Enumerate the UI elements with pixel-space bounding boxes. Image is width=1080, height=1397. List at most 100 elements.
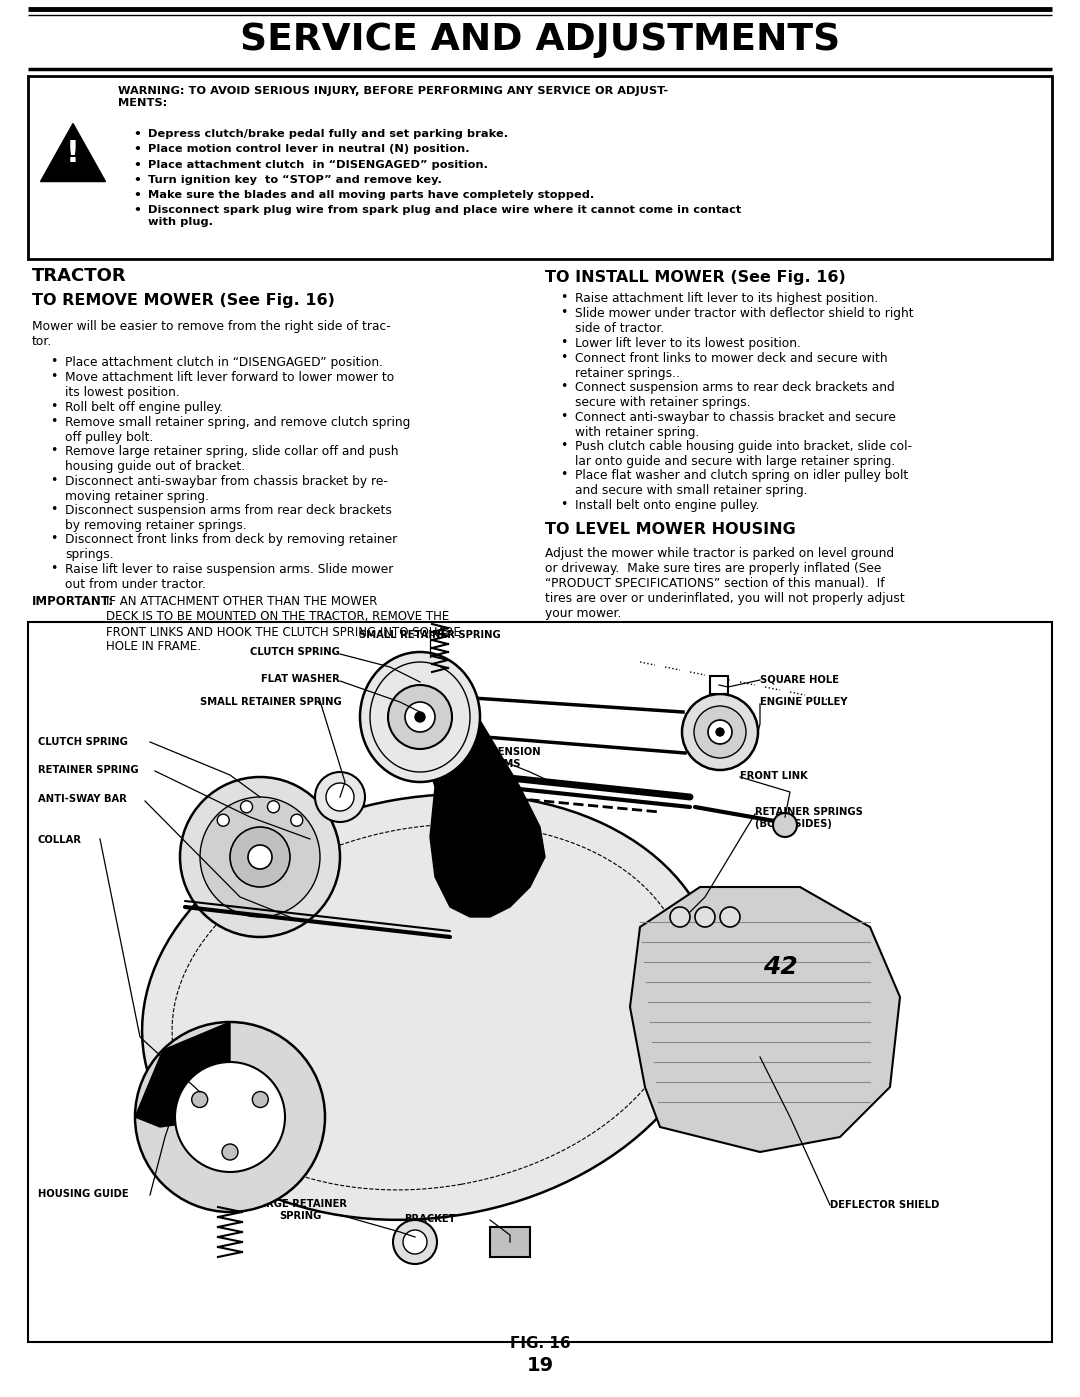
FancyBboxPatch shape — [28, 75, 1052, 258]
Text: Make sure the blades and all moving parts have completely stopped.: Make sure the blades and all moving part… — [148, 190, 594, 200]
Text: •: • — [133, 129, 140, 141]
Circle shape — [180, 777, 340, 937]
Text: RETAINER SPRINGS
(BOTH SIDES): RETAINER SPRINGS (BOTH SIDES) — [755, 807, 863, 828]
Text: Push clutch cable housing guide into bracket, slide col-
lar onto guide and secu: Push clutch cable housing guide into bra… — [575, 440, 912, 468]
Text: Connect anti-swaybar to chassis bracket and secure
with retainer spring.: Connect anti-swaybar to chassis bracket … — [575, 411, 896, 439]
Circle shape — [393, 1220, 437, 1264]
Text: WARNING: TO AVOID SERIOUS INJURY, BEFORE PERFORMING ANY SERVICE OR ADJUST-
MENTS: WARNING: TO AVOID SERIOUS INJURY, BEFORE… — [118, 87, 669, 108]
Text: FRONT LINK: FRONT LINK — [740, 771, 808, 781]
Text: Slide mower under tractor with deflector shield to right
side of tractor.: Slide mower under tractor with deflector… — [575, 307, 914, 335]
Bar — [490, 1227, 530, 1257]
Circle shape — [222, 1144, 238, 1160]
Text: ANTI-SWAY BAR: ANTI-SWAY BAR — [38, 793, 126, 805]
Text: FLAT WASHER: FLAT WASHER — [261, 673, 340, 685]
Text: •: • — [561, 335, 567, 349]
Text: Remove large retainer spring, slide collar off and push
housing guide out of bra: Remove large retainer spring, slide coll… — [65, 446, 399, 474]
Circle shape — [326, 782, 354, 812]
Text: •: • — [561, 409, 567, 423]
Text: •: • — [133, 204, 140, 218]
Text: BRACKET: BRACKET — [404, 1214, 456, 1224]
Circle shape — [405, 703, 435, 732]
Text: •: • — [50, 532, 57, 545]
Text: •: • — [561, 306, 567, 319]
Circle shape — [175, 1062, 285, 1172]
Text: Place attachment clutch in “DISENGAGED” position.: Place attachment clutch in “DISENGAGED” … — [65, 356, 383, 369]
Circle shape — [403, 1229, 427, 1255]
Text: Disconnect anti-swaybar from chassis bracket by re-
moving retainer spring.: Disconnect anti-swaybar from chassis bra… — [65, 475, 388, 503]
Text: •: • — [50, 444, 57, 457]
Polygon shape — [135, 1023, 230, 1127]
Circle shape — [388, 685, 453, 749]
Text: SERVICE AND ADJUSTMENTS: SERVICE AND ADJUSTMENTS — [240, 22, 840, 59]
Text: SMALL RETAINER SPRING: SMALL RETAINER SPRING — [360, 630, 501, 640]
Circle shape — [315, 773, 365, 821]
Text: •: • — [50, 503, 57, 515]
Text: •: • — [50, 415, 57, 427]
FancyBboxPatch shape — [28, 622, 1052, 1343]
Circle shape — [696, 907, 715, 928]
Text: COLLAR: COLLAR — [38, 835, 82, 845]
Text: Depress clutch/brake pedal fully and set parking brake.: Depress clutch/brake pedal fully and set… — [148, 129, 508, 138]
Text: TO LEVEL MOWER HOUSING: TO LEVEL MOWER HOUSING — [545, 522, 796, 536]
Text: Disconnect suspension arms from rear deck brackets
by removing retainer springs.: Disconnect suspension arms from rear dec… — [65, 504, 392, 532]
Circle shape — [135, 1023, 325, 1213]
Text: TRACTOR: TRACTOR — [32, 267, 126, 285]
Text: •: • — [50, 562, 57, 574]
Text: Roll belt off engine pulley.: Roll belt off engine pulley. — [65, 401, 224, 414]
Text: SUSPENSION
ARMS: SUSPENSION ARMS — [469, 747, 541, 768]
Text: FIG. 16: FIG. 16 — [510, 1336, 570, 1351]
Circle shape — [191, 1091, 207, 1108]
Text: IF AN ATTACHMENT OTHER THAN THE MOWER
DECK IS TO BE MOUNTED ON THE TRACTOR, REMO: IF AN ATTACHMENT OTHER THAN THE MOWER DE… — [106, 595, 461, 654]
Text: Disconnect spark plug wire from spark plug and place wire where it cannot come i: Disconnect spark plug wire from spark pl… — [148, 205, 741, 228]
Circle shape — [217, 814, 229, 826]
Text: •: • — [133, 159, 140, 172]
Text: •: • — [133, 189, 140, 203]
Text: Turn ignition key  to “STOP” and remove key.: Turn ignition key to “STOP” and remove k… — [148, 175, 442, 184]
Text: •: • — [561, 497, 567, 511]
Text: Adjust the mower while tractor is parked on level ground
or driveway.  Make sure: Adjust the mower while tractor is parked… — [545, 548, 905, 620]
Circle shape — [670, 907, 690, 928]
Text: Install belt onto engine pulley.: Install belt onto engine pulley. — [575, 499, 759, 511]
Text: Place flat washer and clutch spring on idler pulley bolt
and secure with small r: Place flat washer and clutch spring on i… — [575, 469, 908, 497]
Text: Place motion control lever in neutral (N) position.: Place motion control lever in neutral (N… — [148, 144, 470, 154]
Text: •: • — [561, 291, 567, 305]
Circle shape — [241, 800, 253, 813]
Text: •: • — [561, 468, 567, 482]
Text: Mower will be easier to remove from the right side of trac-
tor.: Mower will be easier to remove from the … — [32, 320, 391, 348]
Circle shape — [200, 798, 320, 916]
Circle shape — [230, 827, 291, 887]
Text: Raise lift lever to raise suspension arms. Slide mower
out from under tractor.: Raise lift lever to raise suspension arm… — [65, 563, 393, 591]
Text: DEFLECTOR SHIELD: DEFLECTOR SHIELD — [831, 1200, 940, 1210]
Circle shape — [291, 814, 302, 826]
Text: Raise attachment lift lever to its highest position.: Raise attachment lift lever to its highe… — [575, 292, 878, 305]
Text: Connect suspension arms to rear deck brackets and
secure with retainer springs.: Connect suspension arms to rear deck bra… — [575, 381, 894, 409]
Circle shape — [253, 1091, 268, 1108]
Text: RETAINER SPRING: RETAINER SPRING — [38, 766, 138, 775]
Text: Connect front links to mower deck and secure with
retainer springs..: Connect front links to mower deck and se… — [575, 352, 888, 380]
Text: CLUTCH SPRING: CLUTCH SPRING — [251, 647, 340, 657]
Text: LARGE RETAINER
SPRING: LARGE RETAINER SPRING — [253, 1199, 348, 1221]
Polygon shape — [41, 123, 106, 182]
Circle shape — [268, 800, 280, 813]
Circle shape — [248, 845, 272, 869]
Text: SQUARE HOLE: SQUARE HOLE — [760, 675, 839, 685]
Text: •: • — [50, 370, 57, 383]
Text: ENGINE PULLEY: ENGINE PULLEY — [760, 697, 848, 707]
Circle shape — [708, 719, 732, 745]
Text: TO REMOVE MOWER (See Fig. 16): TO REMOVE MOWER (See Fig. 16) — [32, 293, 335, 307]
Text: •: • — [133, 144, 140, 156]
Text: CLUTCH SPRING: CLUTCH SPRING — [38, 738, 127, 747]
Text: •: • — [561, 380, 567, 393]
Text: TO INSTALL MOWER (See Fig. 16): TO INSTALL MOWER (See Fig. 16) — [545, 270, 846, 285]
Ellipse shape — [143, 793, 718, 1220]
Text: HOUSING GUIDE: HOUSING GUIDE — [38, 1189, 129, 1199]
Text: Lower lift lever to its lowest position.: Lower lift lever to its lowest position. — [575, 337, 801, 349]
Text: Place attachment clutch  in “DISENGAGED” position.: Place attachment clutch in “DISENGAGED” … — [148, 159, 488, 169]
Text: Move attachment lift lever forward to lower mower to
its lowest position.: Move attachment lift lever forward to lo… — [65, 372, 394, 400]
Text: •: • — [50, 474, 57, 486]
Text: •: • — [50, 355, 57, 367]
Text: •: • — [133, 173, 140, 187]
Text: Disconnect front links from deck by removing retainer
springs.: Disconnect front links from deck by remo… — [65, 534, 397, 562]
Text: SMALL RETAINER SPRING: SMALL RETAINER SPRING — [200, 697, 341, 707]
Circle shape — [716, 728, 724, 736]
